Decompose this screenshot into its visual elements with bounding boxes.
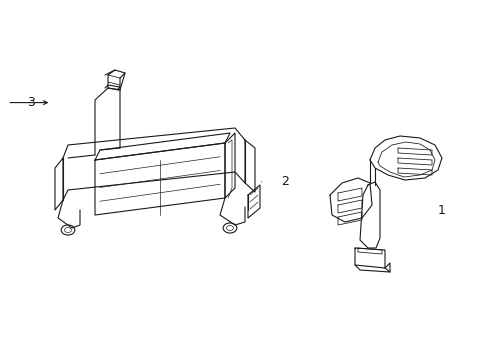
Text: 2: 2	[281, 175, 288, 188]
Text: 3: 3	[27, 96, 35, 109]
Text: 1: 1	[437, 204, 445, 217]
